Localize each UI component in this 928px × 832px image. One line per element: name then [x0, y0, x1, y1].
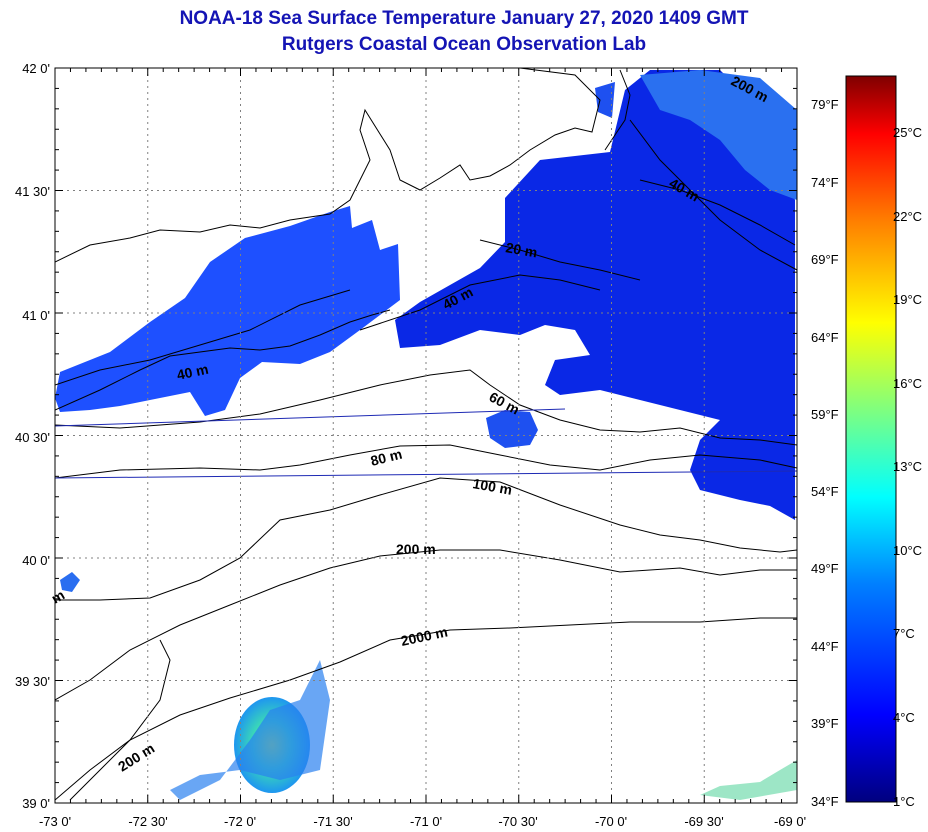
colorbar-c-label: 10°C: [893, 543, 922, 558]
colorbar-f-label: 34°F: [811, 794, 839, 809]
colorbar-c-label: 7°C: [893, 626, 915, 641]
colorbar-f-label: 74°F: [811, 175, 839, 190]
sst-patch-western: [55, 206, 400, 416]
contour-40m-a: [55, 289, 351, 386]
colorbar-f-label: 69°F: [811, 252, 839, 267]
lon-label: -69 0': [774, 814, 806, 829]
contour-20m: [479, 239, 641, 281]
lon-label: -69 30': [684, 814, 723, 829]
sst-patch-northcoast: [595, 82, 615, 118]
lat-label: 41 30': [15, 184, 50, 199]
coastline-long-island: [55, 309, 391, 411]
colorbar-c-label: 19°C: [893, 292, 922, 307]
colorbar-c-label: 25°C: [893, 125, 922, 140]
colorbar-c-label: 13°C: [893, 459, 922, 474]
contour-40m-c: [639, 179, 796, 246]
colorbar-f-label: 39°F: [811, 716, 839, 731]
lon-label: -72 30': [128, 814, 167, 829]
contour-80m: [55, 444, 797, 479]
lon-label: -70 0': [595, 814, 627, 829]
contour-shelf-north: [629, 119, 797, 271]
map-title: NOAA-18 Sea Surface Temperature January …: [179, 8, 749, 29]
map-subtitle: Rutgers Coastal Ocean Observation Lab: [281, 34, 647, 55]
depth-label: 2000 m: [399, 623, 449, 649]
sst-patch-central: [395, 70, 795, 520]
lat-label: 40 0': [22, 553, 50, 568]
contour-200m-southwest: [69, 639, 171, 801]
depth-label: 80 m: [369, 446, 404, 469]
lon-label: -71 0': [410, 814, 442, 829]
lon-label: -71 30': [313, 814, 352, 829]
colorbar-c-label: 22°C: [893, 209, 922, 224]
colorbar: [845, 75, 897, 803]
colorbar-f-label: 49°F: [811, 561, 839, 576]
depth-label: 40 m: [175, 361, 210, 383]
sst-patch-northeast: [640, 70, 797, 200]
colorbar-labels: 79°F 74°F 69°F 64°F 59°F 54°F 49°F 44°F …: [811, 97, 922, 809]
lat-label: 40 30': [15, 430, 50, 445]
sst-patch-island: [486, 410, 538, 448]
depth-label: 20 m: [504, 239, 538, 260]
lat-label: 39 0': [22, 796, 50, 811]
sst-data-layer: [55, 70, 797, 800]
colorbar-f-label: 64°F: [811, 330, 839, 345]
axis-labels: 42 0' 41 30' 41 0' 40 30' 40 0' 39 30' 3…: [15, 61, 806, 829]
lat-label: 39 30': [15, 674, 50, 689]
lon-label: -70 30': [498, 814, 537, 829]
coastline-capecod: [604, 69, 631, 151]
colorbar-f-label: 44°F: [811, 639, 839, 654]
depth-label: 200 m: [115, 740, 157, 775]
colorbar-f-label: 79°F: [811, 97, 839, 112]
colorbar-c-label: 4°C: [893, 710, 915, 725]
sst-patch-southeast: [700, 760, 797, 800]
colorbar-c-label: 1°C: [893, 794, 915, 809]
colorbar-f-label: 54°F: [811, 484, 839, 499]
contour-2000m: [55, 617, 797, 801]
colorbar-c-label: 16°C: [893, 376, 922, 391]
colorbar-f-label: 59°F: [811, 407, 839, 422]
lat-label: 41 0': [22, 308, 50, 323]
lon-label: -72 0': [224, 814, 256, 829]
lat-label: 42 0': [22, 61, 50, 76]
sst-patch-south: [170, 660, 330, 800]
lon-label: -73 0': [39, 814, 71, 829]
contour-200m: [55, 549, 797, 701]
map-ticks: [54, 67, 798, 804]
map-grid: [55, 68, 797, 803]
sst-patch-small: [60, 572, 80, 592]
coastline: [55, 68, 601, 263]
depth-label: 200 m: [396, 541, 436, 557]
depth-label: 100 m: [471, 475, 513, 498]
contour-100m: [55, 477, 797, 601]
track-lines: [54, 408, 798, 479]
